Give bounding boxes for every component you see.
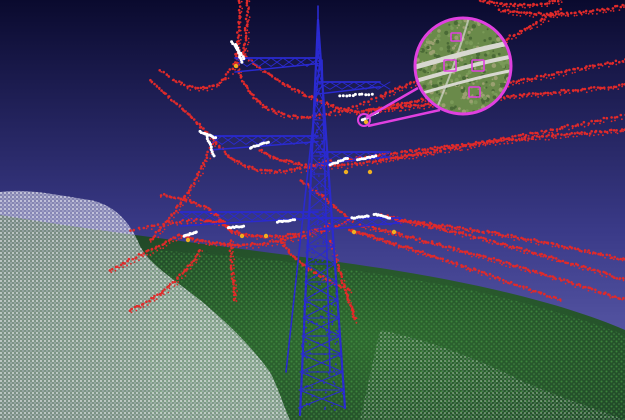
- inset-marker-3: [471, 59, 485, 72]
- inset-target-circle: [357, 113, 371, 127]
- inset-pointer-line-2: [367, 108, 441, 128]
- inset-ring: [413, 16, 513, 116]
- transmission-tower: [179, 5, 403, 417]
- inset-pointer-line: [365, 86, 419, 120]
- vegetation-point-cloud: [0, 190, 290, 420]
- inset-marker-1: [450, 32, 462, 42]
- vegetation-right-patch: [360, 330, 625, 420]
- inset-magnifier: [357, 16, 513, 128]
- vegetation-haze: [0, 190, 290, 420]
- highlight-points: [185, 63, 397, 243]
- inset-marker-2: [443, 59, 457, 72]
- inset-marker-4: [468, 86, 481, 98]
